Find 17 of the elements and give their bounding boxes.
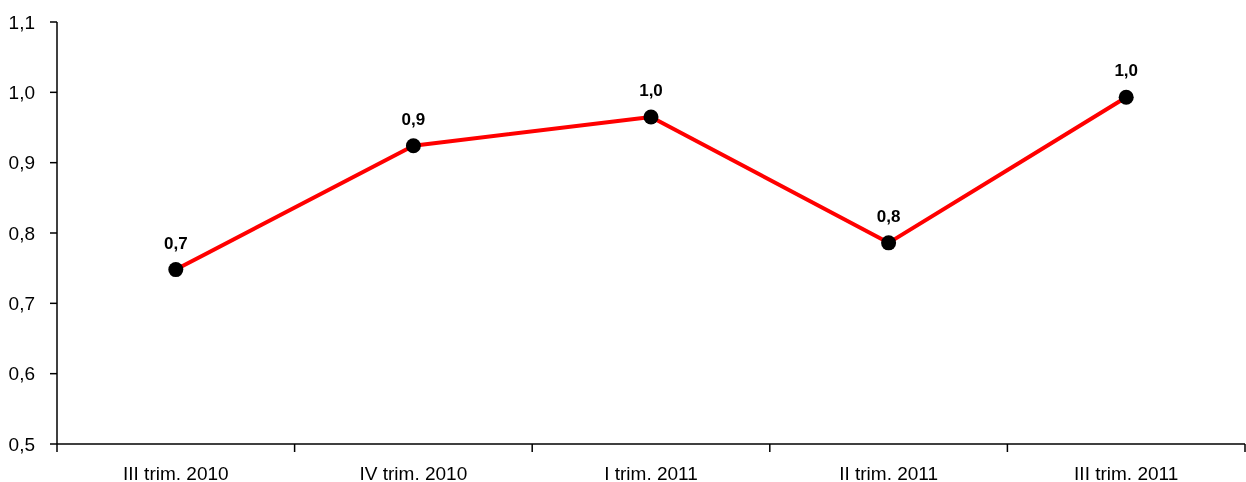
- data-label: 0,9: [401, 109, 426, 129]
- x-tick-label: III trim. 2011: [1074, 463, 1179, 482]
- x-tick-label: II trim. 2011: [839, 463, 939, 482]
- data-label: 1,0: [639, 80, 663, 100]
- y-tick-label: 0,9: [8, 152, 35, 174]
- x-tick-label: III trim. 2010: [123, 463, 229, 482]
- x-tick-label: I trim. 2011: [604, 463, 698, 482]
- y-tick-label: 0,6: [8, 363, 35, 385]
- y-tick-label: 1,0: [8, 81, 35, 103]
- y-tick-label: 0,5: [8, 433, 35, 455]
- data-label: 0,8: [876, 206, 901, 226]
- y-tick-label: 0,7: [8, 292, 35, 314]
- data-label: 1,0: [1114, 61, 1139, 81]
- x-tick-label: IV trim. 2010: [359, 463, 468, 482]
- y-tick-label: 0,8: [8, 222, 35, 244]
- data-label: 0,7: [163, 233, 188, 253]
- y-tick-label: 1,1: [8, 11, 35, 33]
